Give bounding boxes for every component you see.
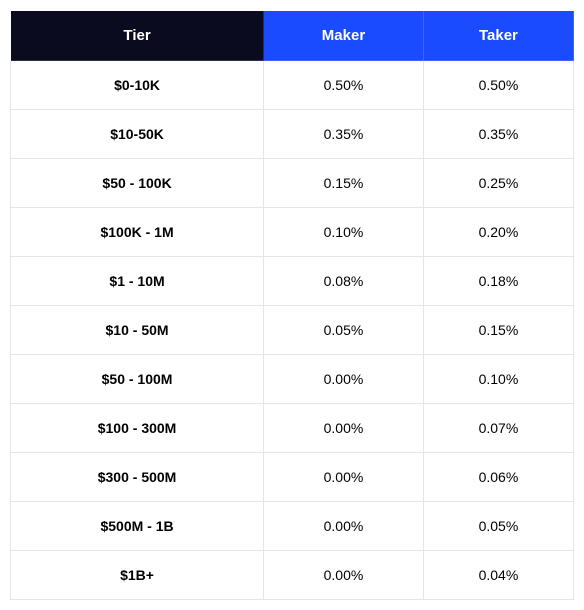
table-row: $0-10K 0.50% 0.50% — [11, 61, 574, 110]
maker-cell: 0.10% — [264, 208, 424, 257]
tier-cell: $500M - 1B — [11, 502, 264, 551]
fee-tier-table: Tier Maker Taker $0-10K 0.50% 0.50% $10-… — [10, 10, 574, 600]
taker-cell: 0.50% — [423, 61, 573, 110]
table-row: $1B+ 0.00% 0.04% — [11, 551, 574, 600]
table-row: $100 - 300M 0.00% 0.07% — [11, 404, 574, 453]
table-row: $10-50K 0.35% 0.35% — [11, 110, 574, 159]
maker-cell: 0.00% — [264, 453, 424, 502]
maker-cell: 0.08% — [264, 257, 424, 306]
tier-cell: $50 - 100M — [11, 355, 264, 404]
tier-cell: $10 - 50M — [11, 306, 264, 355]
table-body: $0-10K 0.50% 0.50% $10-50K 0.35% 0.35% $… — [11, 61, 574, 600]
table-row: $1 - 10M 0.08% 0.18% — [11, 257, 574, 306]
tier-cell: $10-50K — [11, 110, 264, 159]
column-header-taker: Taker — [423, 11, 573, 61]
table-row: $10 - 50M 0.05% 0.15% — [11, 306, 574, 355]
table-header: Tier Maker Taker — [11, 11, 574, 61]
maker-cell: 0.00% — [264, 551, 424, 600]
maker-cell: 0.00% — [264, 404, 424, 453]
tier-cell: $0-10K — [11, 61, 264, 110]
taker-cell: 0.05% — [423, 502, 573, 551]
tier-cell: $50 - 100K — [11, 159, 264, 208]
taker-cell: 0.04% — [423, 551, 573, 600]
tier-cell: $100 - 300M — [11, 404, 264, 453]
table-row: $100K - 1M 0.10% 0.20% — [11, 208, 574, 257]
table-row: $50 - 100K 0.15% 0.25% — [11, 159, 574, 208]
taker-cell: 0.35% — [423, 110, 573, 159]
tier-cell: $1 - 10M — [11, 257, 264, 306]
taker-cell: 0.20% — [423, 208, 573, 257]
maker-cell: 0.05% — [264, 306, 424, 355]
tier-cell: $300 - 500M — [11, 453, 264, 502]
taker-cell: 0.10% — [423, 355, 573, 404]
maker-cell: 0.15% — [264, 159, 424, 208]
taker-cell: 0.07% — [423, 404, 573, 453]
maker-cell: 0.50% — [264, 61, 424, 110]
column-header-tier: Tier — [11, 11, 264, 61]
maker-cell: 0.00% — [264, 355, 424, 404]
table-row: $50 - 100M 0.00% 0.10% — [11, 355, 574, 404]
tier-cell: $1B+ — [11, 551, 264, 600]
taker-cell: 0.18% — [423, 257, 573, 306]
taker-cell: 0.06% — [423, 453, 573, 502]
taker-cell: 0.15% — [423, 306, 573, 355]
tier-cell: $100K - 1M — [11, 208, 264, 257]
maker-cell: 0.35% — [264, 110, 424, 159]
maker-cell: 0.00% — [264, 502, 424, 551]
table-row: $300 - 500M 0.00% 0.06% — [11, 453, 574, 502]
table-row: $500M - 1B 0.00% 0.05% — [11, 502, 574, 551]
column-header-maker: Maker — [264, 11, 424, 61]
taker-cell: 0.25% — [423, 159, 573, 208]
